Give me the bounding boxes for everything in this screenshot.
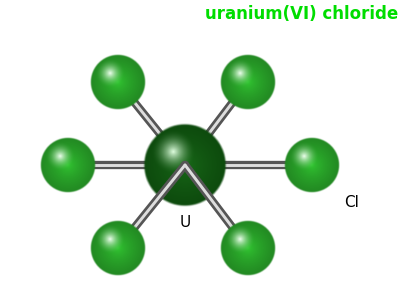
Text: uranium(VI) chloride: uranium(VI) chloride	[205, 5, 398, 23]
Text: U: U	[179, 215, 191, 230]
Text: Cl: Cl	[344, 195, 359, 210]
